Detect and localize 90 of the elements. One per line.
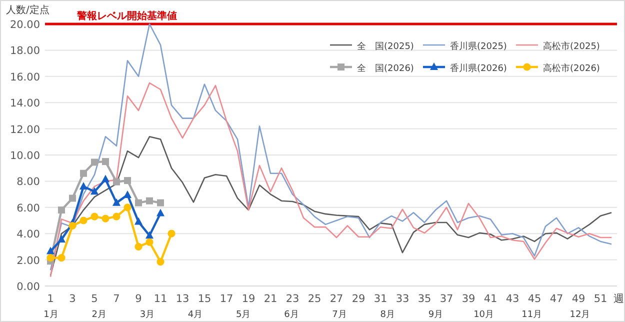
point [112,212,120,220]
x-tick-label: 41 [484,293,498,305]
y-tick-label: 8.00 [16,176,40,188]
x-tick-label: 35 [418,293,432,305]
point [134,242,142,250]
point [80,216,88,224]
text: 8月 [380,310,396,320]
y-tick-label: 4.00 [16,228,40,241]
point [146,197,153,204]
x-tick-label: 43 [506,293,520,305]
point [58,206,65,214]
point [80,182,88,190]
point [91,158,98,166]
y-tick-label: 16.00 [10,71,40,84]
text: 2月 [92,310,106,320]
y-tick-label: 20.00 [10,19,40,31]
point [102,214,110,222]
x-tick-label: 37 [440,293,454,305]
legend-label: 全 国(2026) [357,63,414,74]
x-tick-label: 49 [572,293,586,305]
x-tick-label: 31 [374,293,388,305]
point [46,246,54,254]
x-tick-label: 7 [113,293,120,305]
y-axis-title: 人数/定点 [6,4,50,16]
text: 10月 [474,310,494,320]
point [157,199,164,206]
x-tick-label: 47 [550,293,564,305]
legend-label: 高松市(2026) [543,63,600,74]
text: 6月 [284,310,299,320]
x-tick-label: 27 [330,293,344,305]
x-tick-label: 25 [308,293,322,305]
x-tick-label: 45 [528,293,542,305]
point [156,208,164,216]
x-tick-label: 11 [154,293,168,305]
y-tick-label: 10.00 [10,150,40,162]
point [58,234,66,242]
text: 1月 [44,310,58,320]
point [102,174,110,182]
ref-line-label: 警報レベル開始基準値 [76,10,177,22]
y-tick-label: 18.00 [10,45,40,58]
text: 4月 [188,310,203,320]
x-tick-label: 29 [352,293,366,305]
point [102,158,109,166]
x-tick-label: 1 [47,293,54,305]
point [135,199,142,206]
y-tick-label: 6.00 [16,202,40,214]
y-tick-label: 0.00 [16,281,40,293]
point [112,198,120,206]
y-tick-label: 14.00 [10,98,40,110]
legend-label: 全 国(2025) [357,41,414,52]
text: 7月 [332,310,347,320]
x-tick-label: 51 [594,293,608,305]
point [90,187,98,195]
point [134,217,142,225]
x-tick-label: 15 [198,293,212,305]
x-tick-label: 23 [286,293,300,305]
x-tick-label: 13 [176,293,190,305]
y-tick-label: 2.00 [16,254,40,267]
point [146,231,154,239]
x-tick-label: 21 [264,293,278,305]
y-tick-label: 12.00 [10,124,40,136]
text: 11月 [522,310,542,320]
point [69,194,76,202]
point [124,190,132,198]
point [124,177,131,184]
x-axis-title: 週 [614,293,624,305]
point [68,222,76,230]
point [58,254,66,262]
x-tick-label: 3 [69,293,76,305]
text: 5月 [236,310,251,320]
point [124,204,132,212]
text: 9月 [428,310,444,320]
legend-label: 高松市(2025) [543,41,600,52]
legend-label: 香川県(2025) [450,41,507,52]
x-tick-label: 17 [220,293,234,305]
point [113,178,120,186]
text: 3月 [140,310,155,320]
legend-label: 香川県(2026) [450,63,507,74]
x-tick-label: 5 [91,293,98,305]
point [146,238,154,246]
text: 12月 [570,310,590,320]
point [46,254,54,262]
x-tick-label: 9 [135,293,142,305]
x-tick-label: 19 [242,293,256,305]
x-tick-label: 39 [462,293,476,305]
point [156,258,164,266]
point [168,230,176,238]
point [80,170,87,177]
x-tick-label: 33 [396,293,410,305]
point [90,212,98,220]
